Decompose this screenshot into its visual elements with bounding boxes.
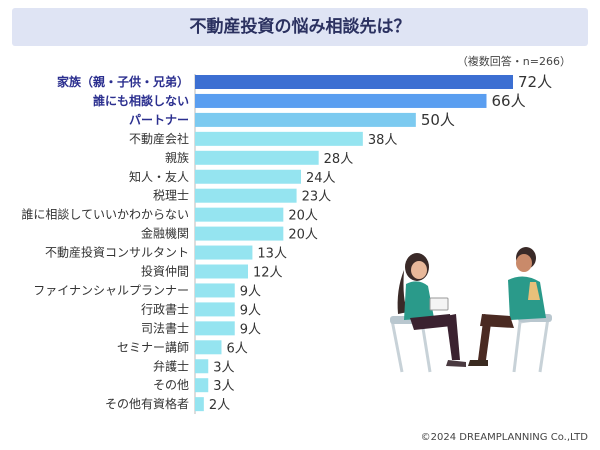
value-label: 2人 — [209, 398, 230, 413]
bar — [195, 359, 209, 374]
value-label: 3人 — [213, 379, 234, 394]
category-label: 行政書士 — [141, 302, 189, 316]
category-label: 税理士 — [153, 189, 189, 203]
bar — [195, 207, 284, 222]
value-label: 6人 — [227, 341, 248, 356]
category-label: 司法書士 — [141, 321, 189, 335]
value-label: 3人 — [213, 360, 234, 375]
category-label: 家族（親・子供・兄弟） — [57, 74, 189, 89]
bar — [195, 169, 301, 184]
value-label: 13人 — [257, 247, 287, 262]
copyright-text: ©2024 DREAMPLANNING Co.,LTD — [421, 432, 589, 443]
category-label: 投資仲間 — [141, 264, 189, 279]
category-label: 不動産会社 — [129, 131, 189, 146]
value-label: 24人 — [306, 171, 336, 186]
value-label: 38人 — [368, 133, 398, 148]
category-label: 誰に相談していいかわからない — [21, 207, 189, 222]
value-label: 28人 — [324, 152, 354, 167]
bar — [195, 93, 487, 108]
bar — [195, 150, 319, 165]
bar — [195, 112, 416, 127]
value-label: 20人 — [288, 209, 318, 224]
value-label: 66人 — [492, 92, 526, 110]
value-label: 9人 — [240, 322, 261, 337]
bar — [195, 378, 209, 393]
bar — [195, 302, 235, 317]
category-label: 金融機関 — [141, 226, 189, 241]
bar — [195, 264, 248, 279]
bar — [195, 283, 235, 298]
bar — [195, 75, 513, 89]
category-label: 弁護士 — [153, 358, 189, 373]
consultation-illustration — [390, 247, 552, 373]
bar — [195, 397, 204, 412]
value-label: 9人 — [240, 284, 261, 299]
value-label: 12人 — [253, 266, 283, 281]
value-label: 9人 — [240, 303, 261, 318]
category-label: ファイナンシャルプランナー — [33, 283, 189, 297]
bar — [195, 321, 235, 336]
bar — [195, 131, 363, 146]
category-label: その他有資格者 — [105, 396, 189, 411]
category-label: 誰にも相談しない — [93, 93, 189, 108]
chart-title: 不動産投資の悩み相談先は？ — [189, 17, 411, 37]
sample-note: （複数回答・n=266） — [457, 54, 571, 68]
category-label: セミナー講師 — [117, 339, 189, 354]
category-label: その他 — [153, 378, 189, 392]
bar — [195, 245, 253, 260]
category-label: 知人・友人 — [129, 170, 189, 184]
bar — [195, 188, 297, 203]
value-label: 20人 — [288, 228, 318, 243]
bar — [195, 340, 222, 355]
value-label: 23人 — [302, 190, 332, 205]
category-label: 親族 — [165, 151, 189, 165]
category-label: パートナー — [129, 113, 189, 127]
value-label: 50人 — [421, 111, 455, 129]
title-bar: 不動産投資の悩み相談先は？ — [12, 8, 588, 46]
value-label: 72人 — [518, 73, 552, 91]
bar — [195, 226, 284, 241]
category-label: 不動産投資コンサルタント — [45, 245, 189, 260]
